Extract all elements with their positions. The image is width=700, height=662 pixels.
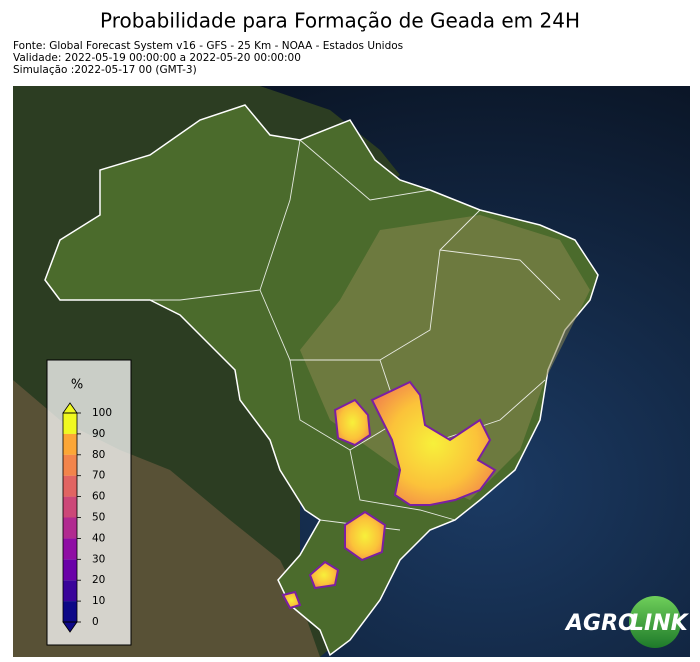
source-line: Fonte: Global Forecast System v16 - GFS … [13, 40, 403, 52]
colorbar-tick-label: 0 [92, 616, 99, 628]
colorbar-tick-label: 20 [92, 574, 105, 586]
source-line: Validade: 2022-05-19 00:00:00 a 2022-05-… [13, 52, 301, 64]
frost-areas [281, 380, 497, 610]
colorbar-tick-label: 70 [92, 470, 105, 482]
colorbar-segment [63, 475, 77, 497]
colorbar: % 0 10 20 30 40 50 60 70 80 90 100 [46, 359, 132, 646]
colorbar-tick-label: 90 [92, 428, 105, 440]
colorbar-segment [63, 496, 77, 518]
colorbar-tick-label: 100 [92, 407, 112, 419]
colorbar-scale: 0 10 20 30 40 50 60 70 80 90 100 [62, 402, 112, 633]
savanna [300, 215, 590, 500]
colorbar-tick-label: 80 [92, 449, 105, 461]
colorbar-segment [63, 454, 77, 476]
colorbar-tick-label: 10 [92, 595, 105, 607]
colorbar-segment [63, 559, 77, 581]
colorbar-segment [63, 433, 77, 455]
colorbar-tick-label: 30 [92, 553, 105, 565]
logo-text: AGRO [564, 611, 637, 636]
logo-circle [629, 596, 681, 648]
colorbar-panel [46, 359, 132, 646]
colorbar-segment [63, 580, 77, 602]
logo-text: LINK [630, 611, 690, 636]
colorbar-segment [63, 517, 77, 539]
logo: AGRO LINK [564, 596, 690, 648]
colorbar-label: % [71, 378, 83, 393]
source-line: Simulação :2022-05-17 00 (GMT-3) [13, 64, 197, 76]
colorbar-segment [63, 538, 77, 560]
colorbar-segment [63, 601, 77, 622]
title: Probabilidade para Formação de Geada em … [100, 9, 580, 33]
colorbar-tick-label: 60 [92, 491, 105, 503]
colorbar-tick-label: 40 [92, 532, 105, 544]
colorbar-tick-label: 50 [92, 512, 105, 524]
colorbar-segment [63, 413, 77, 434]
